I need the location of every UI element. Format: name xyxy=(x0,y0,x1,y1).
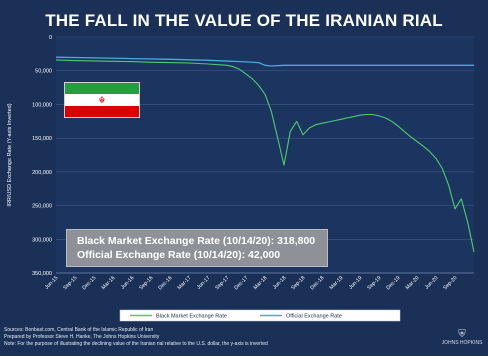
y-tick-label: 150,000 xyxy=(32,136,52,142)
x-tick-label: Dec-19 xyxy=(385,275,401,291)
iran-flag-image: ☬ xyxy=(64,82,140,118)
footer-notes: Sources: Bonbast.com, Central Bank of th… xyxy=(4,327,424,348)
x-tick-label: Jun-17 xyxy=(196,275,212,291)
x-tick-label: Sep-15 xyxy=(62,275,78,291)
x-tick-label: Sep-16 xyxy=(138,275,154,291)
x-tick-label: Mar-18 xyxy=(253,275,269,291)
x-tick-label: Dec-17 xyxy=(233,275,249,291)
y-tick-label: 250,000 xyxy=(32,204,52,210)
chart-title: THE FALL IN THE VALUE OF THE IRANIAN RIA… xyxy=(45,11,443,30)
footer-sources: Sources: Bonbast.com, Central Bank of th… xyxy=(4,327,154,333)
x-tick-label: Jun-16 xyxy=(120,275,136,291)
x-tick-label: Jun-15 xyxy=(44,275,60,291)
jhu-logo: ⛨ JOHNS HOPKINS xyxy=(440,330,484,352)
x-tick-label: Sep-18 xyxy=(290,275,306,291)
x-tick-label: Sep-19 xyxy=(366,275,382,291)
y-tick-label: 100,000 xyxy=(32,102,52,108)
annotation-black-market: Black Market Exchange Rate (10/14/20): 3… xyxy=(77,235,316,247)
rate-annotation-box: Black Market Exchange Rate (10/14/20): 3… xyxy=(66,229,328,267)
logo-text: JOHNS HOPKINS xyxy=(441,340,483,346)
y-tick-label: 50,000 xyxy=(35,69,52,75)
x-tick-label: Mar-16 xyxy=(101,275,117,291)
y-tick-label: 0 xyxy=(49,35,52,41)
jhu-shield-icon: ⛨ xyxy=(458,329,466,340)
series-official-line xyxy=(55,56,474,67)
x-tick-label: Dec-16 xyxy=(157,275,173,291)
x-tick-label: Sep-17 xyxy=(214,275,230,291)
y-tick-label: 200,000 xyxy=(32,170,52,176)
x-tick-label: Dec-18 xyxy=(309,275,325,291)
x-tick-label: Mar-19 xyxy=(329,275,345,291)
legend-label: Official Exchange Rate xyxy=(286,314,342,320)
x-tick-label: Jun-19 xyxy=(348,275,364,291)
title-bar: THE FALL IN THE VALUE OF THE IRANIAN RIA… xyxy=(0,0,488,42)
x-tick-label: Mar-17 xyxy=(177,275,193,291)
x-tick-label: Sep-20 xyxy=(442,275,458,291)
y-tick-label: 350,000 xyxy=(32,271,52,277)
annotation-official: Official Exchange Rate (10/14/20): 42,00… xyxy=(77,249,281,261)
flag-emblem-icon: ☬ xyxy=(98,95,106,105)
legend-label: Black Market Exchange Rate xyxy=(156,314,227,320)
y-axis-label: IRR/USD Exchange Rate (Y-axis Inverted) xyxy=(7,103,13,206)
x-tick-label: Jun-20 xyxy=(424,275,440,291)
x-tick-label: Jun-18 xyxy=(272,275,288,291)
x-tick-label: Mar-20 xyxy=(405,275,421,291)
y-tick-label: 300,000 xyxy=(32,237,52,243)
footer-note: Note: For the purpose of illustrating th… xyxy=(4,341,268,347)
series-black-market-line xyxy=(55,59,475,253)
footer-prepared: Prepared by Professor Steve H. Hanke, Th… xyxy=(4,334,160,340)
x-tick-label: Dec-15 xyxy=(81,275,97,291)
